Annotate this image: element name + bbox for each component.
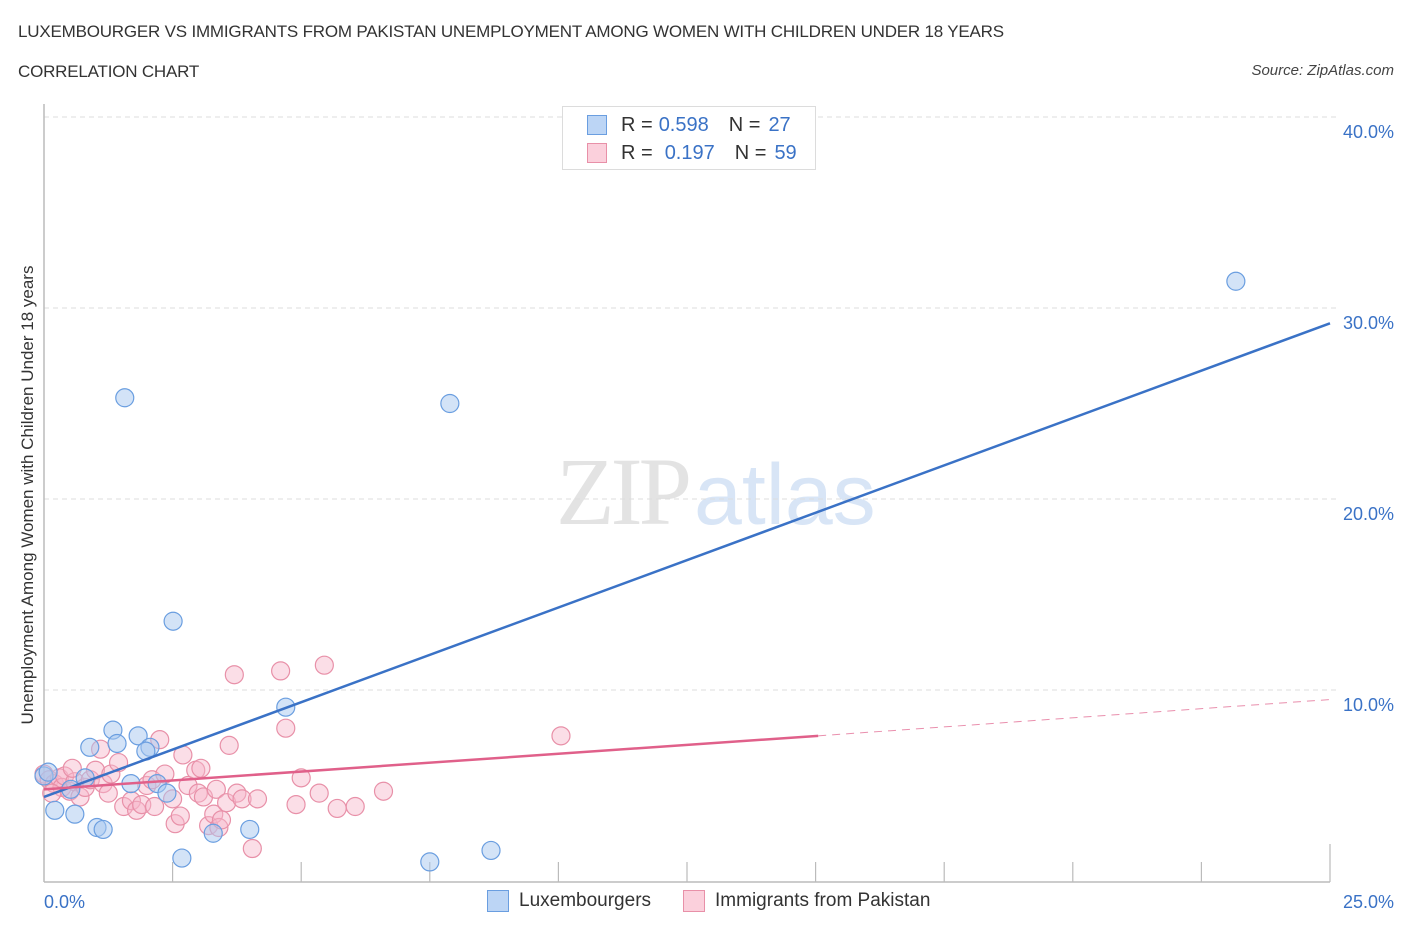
data-point-pakistan [373,781,394,801]
n-value: 59 [774,141,797,164]
data-point-pakistan [271,661,291,681]
data-point-luxembourger [65,804,85,824]
source-label: Source: ZipAtlas.com [1251,62,1394,79]
y-axis-label: Unemployment Among Women with Children U… [18,265,37,725]
data-point-pakistan [286,794,306,815]
data-point-luxembourger [1226,271,1246,291]
data-point-pakistan [188,783,208,803]
data-point-pakistan [144,796,165,817]
legend-label: Immigrants from Pakistan [715,890,931,911]
watermark-zip: ZIP [556,438,692,545]
data-point-luxembourger [481,840,501,861]
data-point-luxembourger [157,783,177,803]
data-point-luxembourger [80,737,100,757]
legend-item-pakistan[interactable]: Immigrants from Pakistan [683,890,930,912]
data-point-pakistan [178,775,198,796]
pink-swatch-icon [587,143,607,163]
x-tick-min: 0.0% [44,892,86,912]
data-point-pakistan [309,783,329,803]
data-point-pakistan [291,768,311,788]
r-value: 0.598 [658,113,709,136]
chart-title: LUXEMBOURGER VS IMMIGRANTS FROM PAKISTAN… [18,22,1004,41]
data-point-pakistan [170,806,190,826]
data-point-luxembourger [128,726,148,746]
legend-item-luxembourgers[interactable]: Luxembourgers [487,890,651,912]
data-point-pakistan [206,779,226,799]
gridlines [44,116,1340,691]
data-point-pakistan [276,718,296,738]
trendlines [43,322,1331,799]
data-point-pakistan [551,726,571,746]
data-point-pakistan [98,783,118,803]
data-point-luxembourger [45,800,65,820]
data-point-luxembourger [203,823,223,843]
data-point-pakistan [191,758,211,778]
data-point-pakistan [327,798,347,819]
y-tick-20: 20.0% [1342,504,1394,524]
data-point-luxembourger [172,848,192,868]
pakistan-trendline [43,734,819,791]
y-tick-30: 30.0% [1342,313,1394,333]
r-label: R = [621,113,653,136]
luxembourger-points [34,271,1246,872]
data-point-luxembourger [440,393,460,414]
luxembourger-trendline [43,322,1331,799]
chart-subtitle: CORRELATION CHART [18,62,200,81]
data-point-pakistan [247,789,268,809]
legend-row-luxembourgers: R = 0.598 N = 27 [587,113,791,137]
data-point-luxembourger [240,819,260,840]
watermark-atlas: atlas [694,447,876,543]
correlation-legend: R = 0.598 N = 27 R = 0.197 N = 59 [562,106,816,170]
legend-row-pakistan: R = 0.197 N = 59 [587,141,797,165]
n-label: N = [734,141,767,164]
axes [43,104,1331,883]
data-point-luxembourger [107,733,127,754]
y-tick-10: 10.0% [1342,695,1394,715]
data-point-pakistan [62,758,82,778]
data-point-pakistan [224,665,244,685]
data-point-pakistan [314,655,334,675]
n-label: N = [728,113,761,136]
r-value: 0.197 [664,141,715,164]
data-point-luxembourger [163,611,183,631]
data-point-pakistan [217,793,237,813]
data-point-pakistan [242,838,262,859]
r-label: R = [621,141,653,164]
data-point-pakistan [232,789,252,809]
pakistan-points [34,655,571,859]
zipatlas-watermark: ZIPatlas [556,444,876,544]
data-point-luxembourger [38,762,58,782]
data-point-pakistan [345,796,365,817]
series-legend: Luxembourgers Immigrants from Pakistan [487,890,962,912]
blue-swatch-icon [487,890,509,912]
data-point-pakistan [227,783,247,803]
n-value: 27 [768,113,791,136]
data-point-luxembourger [93,819,113,840]
legend-label: Luxembourgers [519,890,652,911]
pakistan-trendline-extension [818,699,1331,737]
data-point-pakistan [219,735,239,755]
data-point-luxembourger [115,388,135,408]
pink-swatch-icon [683,890,706,912]
data-point-luxembourger [420,852,440,872]
x-tick-max: 25.0% [1342,892,1394,912]
data-point-pakistan [126,800,147,820]
blue-swatch-icon [587,115,607,135]
y-tick-40: 40.0% [1342,122,1394,142]
